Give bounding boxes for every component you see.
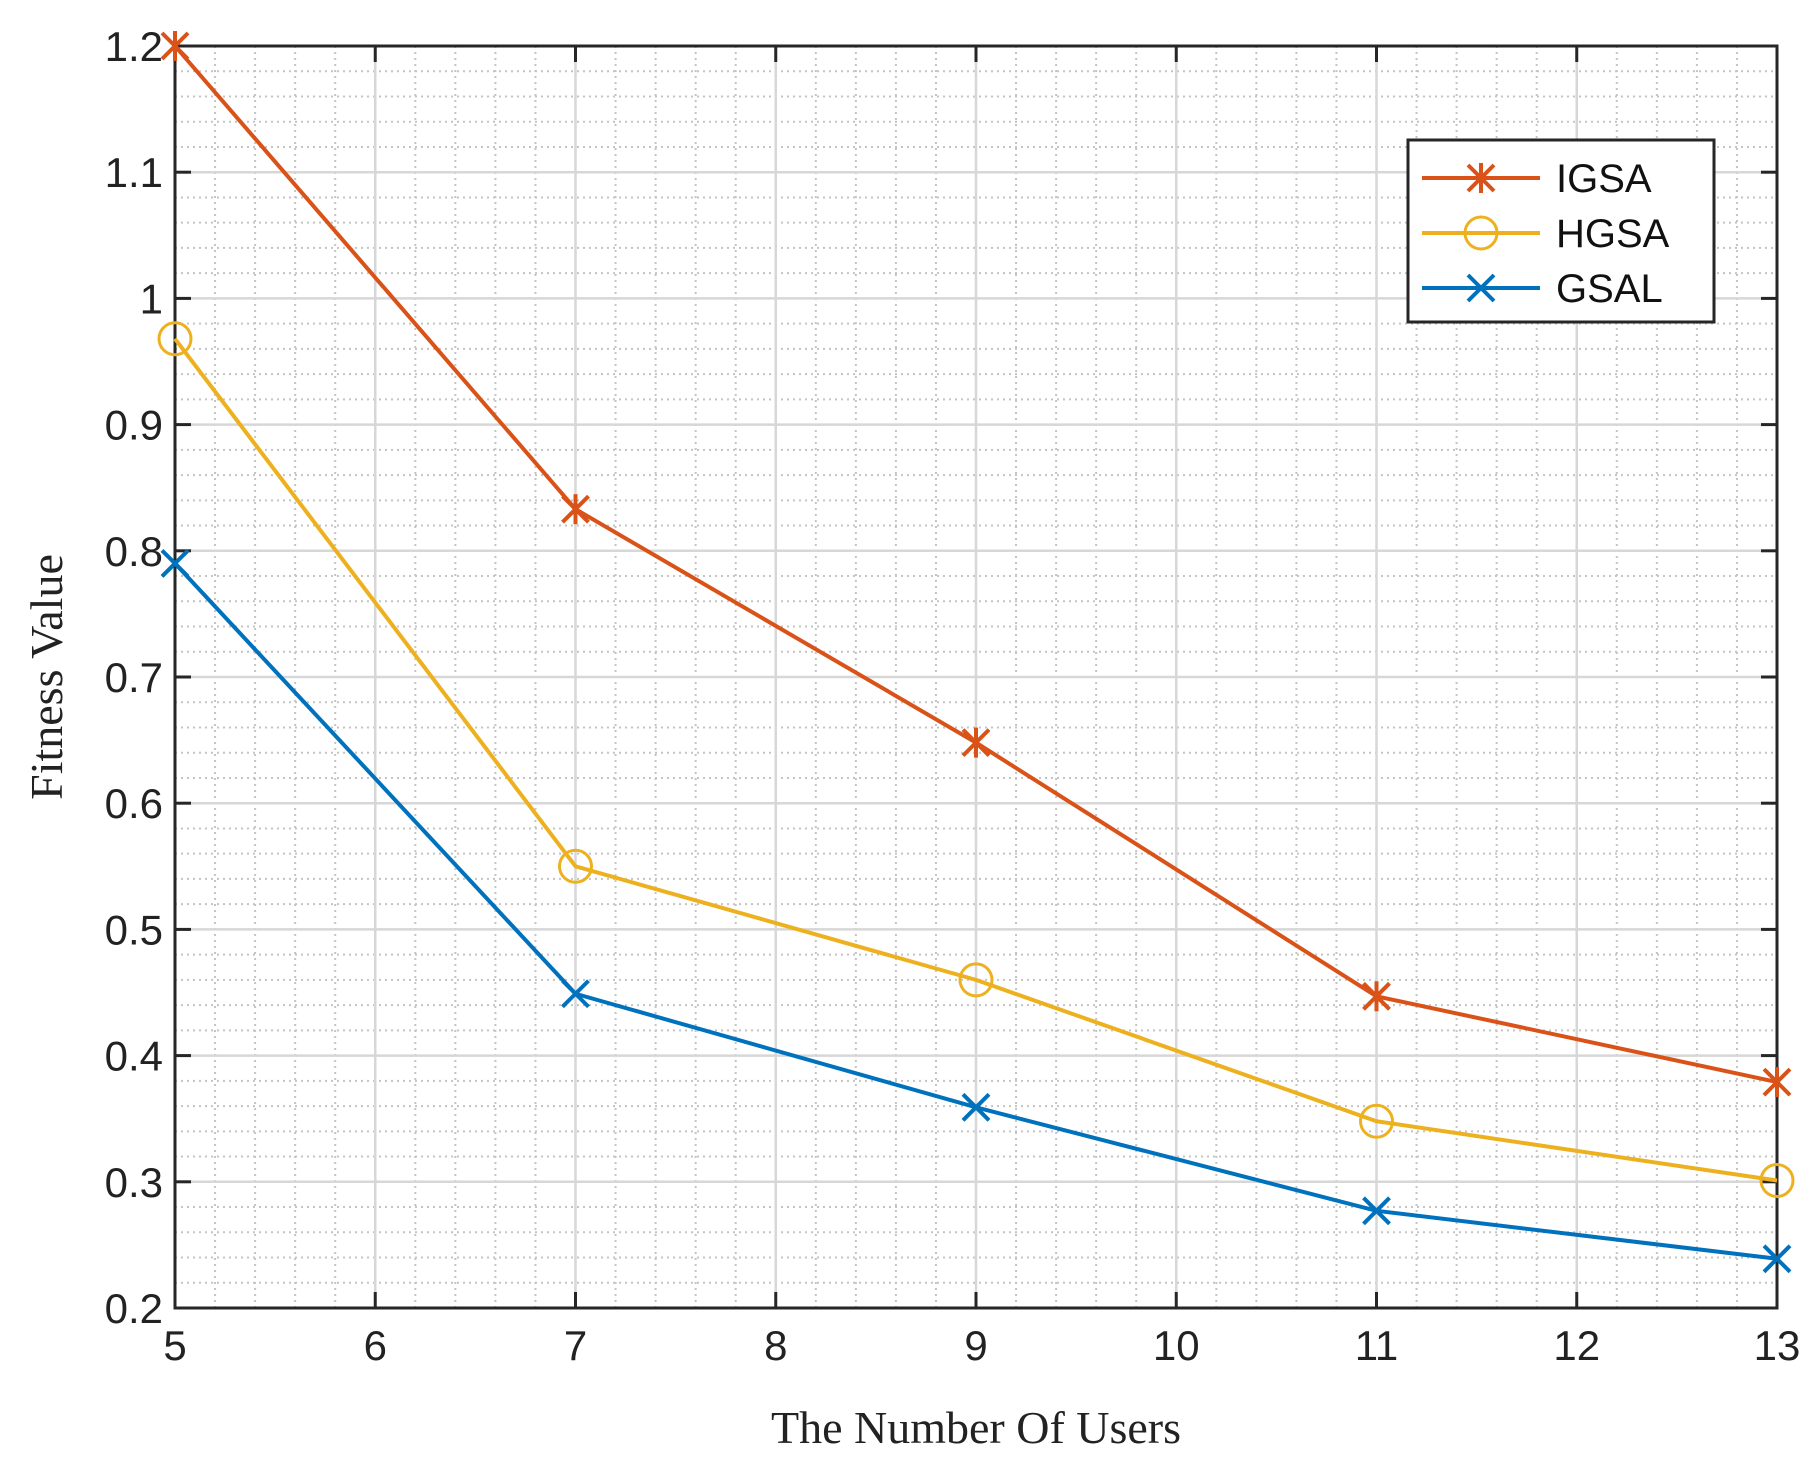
data-point-hgsa xyxy=(558,848,593,884)
data-point-gsal xyxy=(1762,1244,1792,1274)
data-point-gsal xyxy=(1362,1196,1391,1226)
y-tick-label: 0.5 xyxy=(105,906,163,953)
legend-label-hgsa: HGSA xyxy=(1556,212,1670,256)
data-point-igsa-stroke xyxy=(961,728,991,758)
data-point-gsal-stroke xyxy=(961,1092,991,1122)
legend-item-igsa: IGSA xyxy=(1422,157,1652,201)
x-tick-label: 7 xyxy=(564,1322,587,1369)
data-point-igsa-stroke xyxy=(561,494,590,524)
legend-marker-gsal-stroke xyxy=(1466,273,1496,303)
data-point-hgsa xyxy=(958,962,994,998)
legend-marker-igsa-stroke xyxy=(1466,163,1496,193)
y-tick-label: 0.4 xyxy=(105,1033,163,1080)
legend-label-igsa: IGSA xyxy=(1556,157,1652,201)
data-point-igsa-stroke xyxy=(1762,1067,1792,1097)
legend-item-gsal: GSAL xyxy=(1422,267,1663,311)
x-tick-label: 9 xyxy=(964,1322,987,1369)
data-point-gsal xyxy=(160,549,190,578)
y-tick-label: 0.6 xyxy=(105,780,163,827)
legend-label-gsal: GSAL xyxy=(1556,267,1663,311)
legend-marker-gsal xyxy=(1466,273,1496,303)
series-hgsa xyxy=(157,321,1795,1199)
data-point-hgsa xyxy=(1359,1103,1394,1139)
data-point-igsa xyxy=(961,727,991,758)
data-point-igsa xyxy=(561,494,590,525)
data-point-hgsa xyxy=(1759,1163,1795,1199)
y-tick-labels: 0.2 0.3 0.4 0.5 0.6 0.7 0.8 0.9 1 1.1 1.2 xyxy=(105,23,163,1332)
x-tick-label: 8 xyxy=(764,1322,787,1369)
data-point-gsal-stroke xyxy=(160,549,190,578)
data-point-igsa-stroke xyxy=(1362,981,1391,1011)
legend-item-hgsa: HGSA xyxy=(1422,212,1670,256)
x-tick-label: 13 xyxy=(1754,1322,1801,1369)
y-tick-label: 0.9 xyxy=(105,402,163,449)
legend-marker-igsa xyxy=(1466,163,1496,193)
data-point-gsal-stroke xyxy=(561,979,590,1009)
data-point-igsa xyxy=(1362,981,1391,1012)
x-tick-label: 10 xyxy=(1153,1322,1200,1369)
legend-marker-hgsa xyxy=(1463,215,1499,251)
data-point-igsa xyxy=(1762,1067,1792,1098)
x-tick-label: 5 xyxy=(163,1322,186,1369)
data-point-gsal-stroke xyxy=(1362,1196,1391,1226)
series-gsal xyxy=(160,549,1792,1274)
legend: IGSA HGSA GSAL xyxy=(1406,138,1716,324)
x-tick-label: 6 xyxy=(364,1322,387,1369)
y-tick-label: 0.3 xyxy=(105,1159,163,1206)
y-tick-label: 1.1 xyxy=(105,149,163,196)
x-tick-label: 11 xyxy=(1355,1322,1399,1369)
data-point-gsal xyxy=(961,1092,991,1122)
x-axis-label: The Number Of Users xyxy=(771,1402,1181,1453)
y-tick-label: 0.8 xyxy=(105,528,163,575)
data-point-hgsa xyxy=(157,321,193,357)
data-point-igsa xyxy=(160,31,190,61)
data-point-gsal-stroke xyxy=(1762,1244,1792,1274)
series-layer xyxy=(157,31,1795,1274)
series-line-hgsa xyxy=(173,337,1778,1183)
y-tick-label: 0.2 xyxy=(105,1285,163,1332)
y-tick-label: 1.2 xyxy=(105,23,163,70)
x-tick-label: 12 xyxy=(1553,1322,1600,1369)
y-tick-label: 0.7 xyxy=(105,654,163,701)
data-point-gsal xyxy=(561,979,590,1009)
y-axis-label: Fitness Value xyxy=(21,554,72,800)
data-point-igsa-stroke xyxy=(160,31,190,61)
series-igsa xyxy=(160,31,1792,1098)
x-tick-labels: 5 6 7 8 9 10 11 12 13 xyxy=(163,1322,1800,1369)
y-tick-label: 1 xyxy=(140,275,163,322)
